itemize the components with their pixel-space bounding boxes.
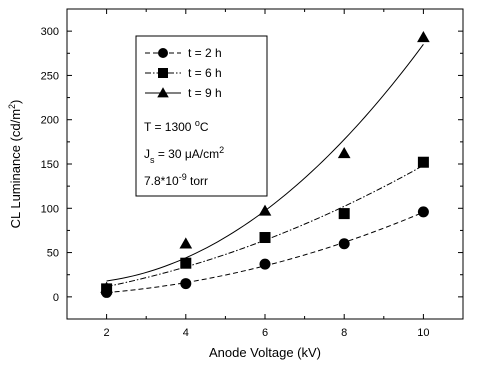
temperature-note: T = 1300 oC xyxy=(144,118,209,134)
pressure-note: 7.8*10-9 torr xyxy=(144,172,208,188)
y-tick-label: 150 xyxy=(41,159,59,171)
x-tick-label: 2 xyxy=(104,327,110,339)
x-tick-label: 6 xyxy=(262,327,268,339)
current-density-note: Js = 30 μA/cm2 xyxy=(144,145,224,165)
data-point xyxy=(417,206,429,218)
data-point xyxy=(338,238,350,250)
data-point xyxy=(338,208,350,220)
x-axis-title: Anode Voltage (kV) xyxy=(209,345,321,360)
x-tick-label: 10 xyxy=(417,327,429,339)
data-point xyxy=(417,31,430,43)
legend-label: t = 6 h xyxy=(188,66,222,80)
series-layer xyxy=(100,31,430,298)
legend-entries: t = 2 h t = 6 h t = 9 h xyxy=(145,46,222,100)
x-tick-label: 4 xyxy=(183,327,189,339)
x-tick-label: 8 xyxy=(341,327,347,339)
y-axis-ticks: 0 50 100 150 200 250 300 xyxy=(41,8,463,320)
y-tick-label: 50 xyxy=(47,248,59,260)
y-tick-label: 0 xyxy=(53,292,59,304)
y-tick-label: 300 xyxy=(41,26,59,38)
legend-label: t = 2 h xyxy=(188,46,222,60)
data-point xyxy=(180,257,192,269)
legend: t = 2 h t = 6 h t = 9 h T = 1300 oC Js = 3… xyxy=(135,35,268,197)
x-axis-ticks: 2 4 6 8 10 xyxy=(66,9,464,339)
legend-marker xyxy=(157,87,169,98)
y-axis-title: CL Luminance (cd/m2) xyxy=(7,100,23,229)
series-3 xyxy=(100,31,430,293)
y-tick-label: 250 xyxy=(41,70,59,82)
series-1 xyxy=(101,206,429,298)
legend-entry: t = 2 h xyxy=(145,46,222,60)
legend-box xyxy=(135,35,268,197)
data-point xyxy=(337,147,351,159)
data-point xyxy=(259,232,271,244)
data-point xyxy=(417,156,429,168)
legend-label: t = 9 h xyxy=(188,86,222,100)
legend-marker xyxy=(158,48,168,58)
data-point xyxy=(258,204,272,216)
y-tick-label: 100 xyxy=(41,203,59,215)
series-fit-line xyxy=(106,211,424,294)
legend-marker xyxy=(158,68,168,78)
y-tick-label: 200 xyxy=(41,115,59,127)
data-point xyxy=(259,258,271,270)
legend-entry: t = 9 h xyxy=(145,86,222,100)
data-point xyxy=(179,237,193,249)
legend-entry: t = 6 h xyxy=(145,66,222,80)
data-point xyxy=(180,278,192,290)
data-point xyxy=(100,281,113,293)
